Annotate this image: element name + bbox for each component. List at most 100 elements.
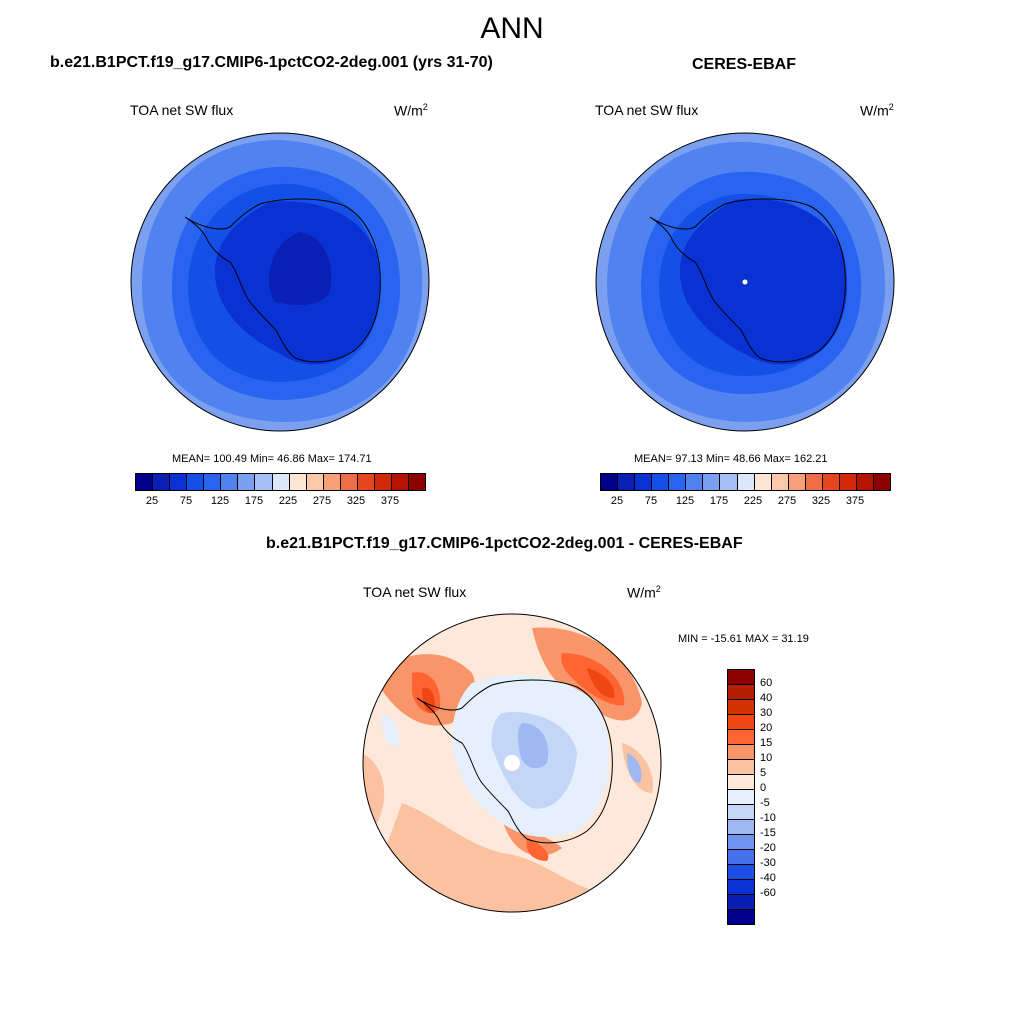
colorbar-swatch [357, 474, 375, 490]
colorbar-swatch [728, 895, 754, 910]
colorbar-swatch [306, 474, 324, 490]
colorbar-swatch [720, 474, 738, 490]
colorbar-swatch [728, 775, 754, 790]
colorbar-tick-label: 75 [179, 495, 193, 507]
stats-obs: MEAN= 97.13 Min= 48.66 Max= 162.21 [634, 453, 828, 465]
colorbar-tick-label: 275 [312, 495, 332, 507]
variable-label-obs: TOA net SW flux [595, 102, 699, 118]
colorbar-tick-label: -60 [760, 887, 776, 899]
colorbar-swatch [618, 474, 636, 490]
colorbar-tick-label: 30 [760, 707, 773, 719]
colorbar-tick-label: -10 [760, 812, 776, 824]
colorbar-swatch [686, 474, 704, 490]
colorbar-swatch [737, 474, 755, 490]
colorbar-swatch [635, 474, 653, 490]
colorbar-swatch [728, 715, 754, 730]
colorbar-labels-obs: 25 75 125 175 225 275 325 375 [600, 495, 889, 509]
colorbar-swatch [728, 700, 754, 715]
colorbar-tick-label: -40 [760, 872, 776, 884]
figure-title: ANN [480, 12, 544, 45]
colorbar-swatch [728, 880, 754, 895]
colorbar-tick-label: 10 [760, 752, 773, 764]
colorbar-tick-label: 60 [760, 677, 773, 689]
colorbar-swatch [728, 865, 754, 880]
colorbar-swatch [323, 474, 341, 490]
colorbar-swatch [728, 760, 754, 775]
colorbar-swatch [340, 474, 358, 490]
colorbar-tick-label: 5 [760, 767, 767, 779]
colorbar-swatch [822, 474, 840, 490]
variable-label-model: TOA net SW flux [130, 102, 234, 118]
colorbar-swatch [728, 910, 754, 924]
colorbar-swatch [409, 474, 426, 490]
colorbar-tick-label: -30 [760, 857, 776, 869]
colorbar-swatch [221, 474, 239, 490]
colorbar-swatch [170, 474, 188, 490]
colorbar-swatch [728, 685, 754, 700]
colorbar-tick-label: 25 [610, 495, 624, 507]
colorbar-swatch [839, 474, 857, 490]
colorbar-labels-diff: 60 40 30 20 15 10 5 0 -5 -10 -15 -20 -30 -40 -60 [760, 669, 800, 914]
colorbar-tick-label: 325 [811, 495, 831, 507]
colorbar-tick-label: -5 [760, 797, 770, 809]
colorbar-diff [727, 669, 755, 925]
colorbar-swatch [728, 730, 754, 745]
colorbar-swatch [805, 474, 823, 490]
colorbar-tick-label: -15 [760, 827, 776, 839]
colorbar-tick-label: 25 [145, 495, 159, 507]
colorbar-tick-label: 175 [709, 495, 729, 507]
colorbar-labels-model: 25 75 125 175 225 275 325 375 [135, 495, 424, 509]
colorbar-swatch [728, 820, 754, 835]
colorbar-tick-label: 20 [760, 722, 773, 734]
variable-label-diff: TOA net SW flux [363, 584, 467, 600]
colorbar-swatch [187, 474, 205, 490]
colorbar-tick-label: 275 [777, 495, 797, 507]
colorbar-swatch [153, 474, 171, 490]
colorbar-tick-label: 125 [675, 495, 695, 507]
colorbar-swatch [669, 474, 687, 490]
colorbar-tick-label: 40 [760, 692, 773, 704]
units-label-obs: W/m2 [860, 102, 894, 119]
colorbar-model [135, 473, 426, 491]
colorbar-swatch [255, 474, 273, 490]
panel-title-diff: b.e21.B1PCT.f19_g17.CMIP6-1pctCO2-2deg.0… [266, 535, 743, 552]
colorbar-swatch [652, 474, 670, 490]
colorbar-swatch [788, 474, 806, 490]
colorbar-swatch [238, 474, 256, 490]
colorbar-tick-label: 375 [845, 495, 865, 507]
colorbar-swatch [728, 835, 754, 850]
colorbar-swatch [204, 474, 222, 490]
colorbar-tick-label: 15 [760, 737, 773, 749]
colorbar-swatch [728, 670, 754, 685]
units-label-diff: W/m2 [627, 584, 661, 601]
colorbar-swatch [136, 474, 154, 490]
map-diff [362, 613, 662, 913]
colorbar-swatch [289, 474, 307, 490]
colorbar-swatch [728, 850, 754, 865]
stats-model: MEAN= 100.49 Min= 46.86 Max= 174.71 [172, 453, 372, 465]
colorbar-tick-label: 75 [644, 495, 658, 507]
colorbar-tick-label: -20 [760, 842, 776, 854]
colorbar-swatch [771, 474, 789, 490]
colorbar-obs [600, 473, 891, 491]
colorbar-tick-label: 325 [346, 495, 366, 507]
colorbar-swatch [856, 474, 874, 490]
colorbar-tick-label: 175 [244, 495, 264, 507]
colorbar-tick-label: 225 [743, 495, 763, 507]
map-model [130, 132, 430, 432]
colorbar-swatch [728, 790, 754, 805]
colorbar-tick-label: 375 [380, 495, 400, 507]
colorbar-swatch [874, 474, 891, 490]
panel-title-obs: CERES-EBAF [692, 56, 797, 73]
panel-title-model: b.e21.B1PCT.f19_g17.CMIP6-1pctCO2-2deg.0… [50, 54, 493, 71]
map-obs [595, 132, 895, 432]
colorbar-swatch [272, 474, 290, 490]
colorbar-swatch [601, 474, 619, 490]
minmax-diff: MIN = -15.61 MAX = 31.19 [678, 633, 809, 645]
colorbar-swatch [391, 474, 409, 490]
colorbar-swatch [728, 805, 754, 820]
colorbar-tick-label: 125 [210, 495, 230, 507]
colorbar-swatch [374, 474, 392, 490]
colorbar-swatch [703, 474, 721, 490]
colorbar-tick-label: 0 [760, 782, 767, 794]
